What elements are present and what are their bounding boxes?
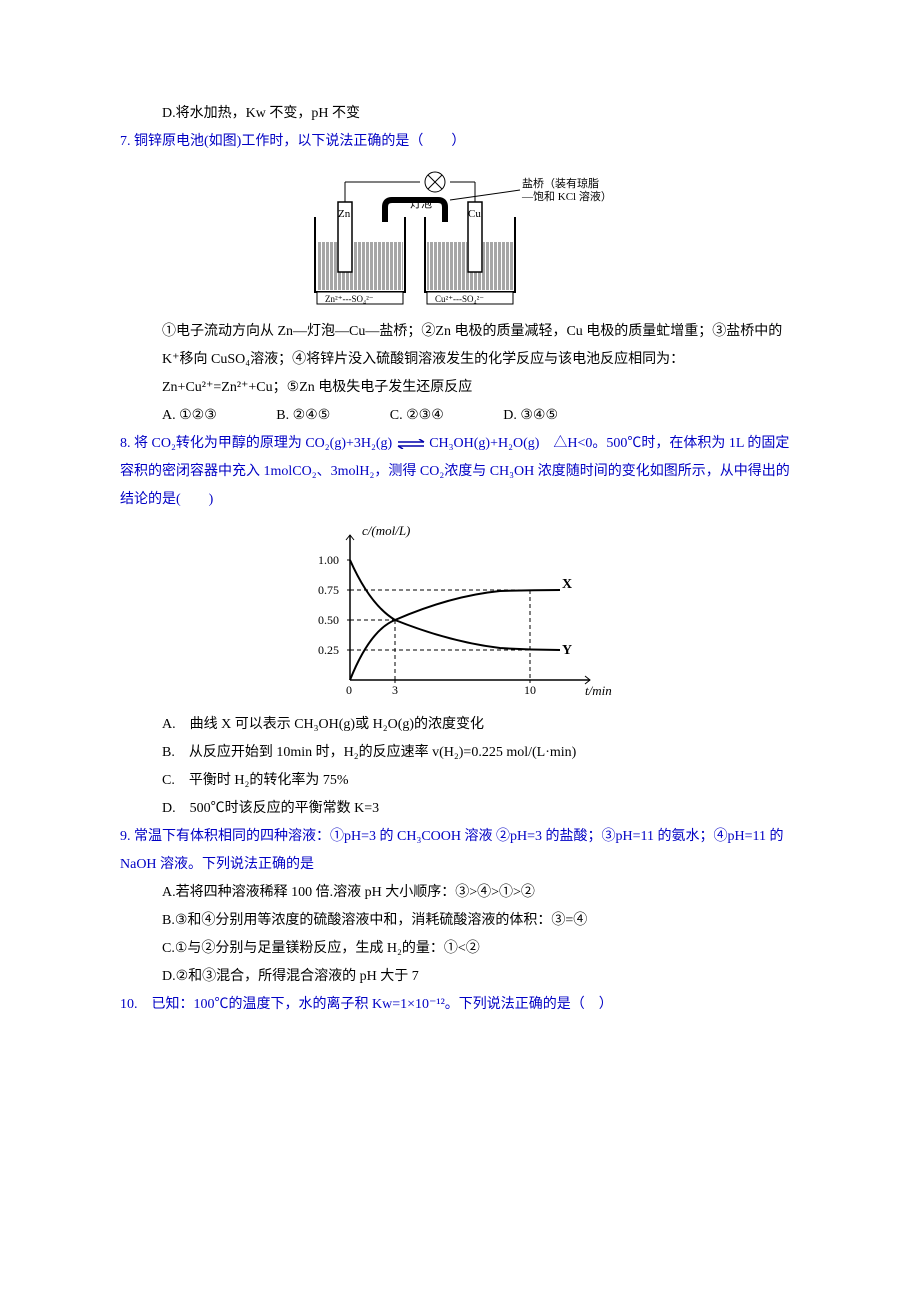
q8-b: B. 从反应开始到 10min 时，H₂的反应速率 v(H₂)=0.225 mo… bbox=[120, 739, 800, 767]
fig-left-sol: Zn²⁺---SO₄²⁻ bbox=[325, 294, 374, 304]
q10-stem: 10. 已知：100℃的温度下，水的离子积 Kw=1×10⁻¹²。下列说法正确的… bbox=[120, 991, 800, 1019]
q7-body: ①电子流动方向从 Zn—灯泡—Cu—盐桥；②Zn 电极的质量减轻，Cu 电极的质… bbox=[120, 318, 800, 402]
ytick-0: 0.25 bbox=[318, 643, 339, 657]
q7-a: A. ①②③ bbox=[162, 402, 217, 430]
q8-d: D. 500℃时该反应的平衡常数 K=3 bbox=[120, 795, 800, 823]
ytick-3: 1.00 bbox=[318, 553, 339, 567]
ytick-2: 0.75 bbox=[318, 583, 339, 597]
fig-right-sol: Cu²⁺---SO₄²⁻ bbox=[435, 294, 484, 304]
q9-b: B.③和④分别用等浓度的硫酸溶液中和，消耗硫酸溶液的体积：③=④ bbox=[120, 907, 800, 935]
series-x-label: X bbox=[562, 577, 572, 592]
q8-stem: 8. 将 CO₂转化为甲醇的原理为 CO₂(g)+3H₂(g) CH₃OH(g)… bbox=[120, 430, 800, 514]
q9-c: C.①与②分别与足量镁粉反应，生成 H₂的量：①<② bbox=[120, 935, 800, 963]
q8-stem-1: 8. 将 CO₂转化为甲醇的原理为 CO₂(g)+3H₂(g) bbox=[120, 436, 396, 451]
q7-b: B. ②④⑤ bbox=[276, 402, 330, 430]
q8-chart: c/(mol/L) t/min 0.25 0.50 0.75 1.00 0 3 … bbox=[120, 520, 800, 705]
xtick-1: 3 bbox=[392, 683, 398, 697]
fig-bridge-2: —饱和 KCl 溶液） bbox=[521, 189, 612, 203]
q9-stem: 9. 常温下有体积相同的四种溶液：①pH=3 的 CH₃COOH 溶液 ②pH=… bbox=[120, 823, 800, 879]
series-y-label: Y bbox=[562, 643, 572, 658]
q8-c: C. 平衡时 H₂的转化率为 75% bbox=[120, 767, 800, 795]
q9-a: A.若将四种溶液稀释 100 倍.溶液 pH 大小顺序：③>④>①>② bbox=[120, 879, 800, 907]
xtick-0: 0 bbox=[346, 683, 352, 697]
chart-ylabel: c/(mol/L) bbox=[362, 523, 410, 538]
chart-xlabel: t/min bbox=[585, 683, 612, 698]
fig-cu: Cu bbox=[468, 208, 481, 220]
fig-bridge-1: 盐桥（装有琼脂 bbox=[522, 176, 599, 190]
q7-c: C. ②③④ bbox=[390, 402, 444, 430]
q7-stem: 7. 铜锌原电池(如图)工作时，以下说法正确的是（ ） bbox=[120, 128, 800, 156]
ytick-1: 0.50 bbox=[318, 613, 339, 627]
q7-choices: A. ①②③ B. ②④⑤ C. ②③④ D. ③④⑤ bbox=[120, 402, 800, 430]
xtick-2: 10 bbox=[524, 683, 536, 697]
q6-option-d: D.将水加热，Kw 不变，pH 不变 bbox=[120, 100, 800, 128]
q8-a: A. 曲线 X 可以表示 CH₃OH(g)或 H₂O(g)的浓度变化 bbox=[120, 711, 800, 739]
fig-zn: Zn bbox=[338, 208, 351, 220]
q9-d: D.②和③混合，所得混合溶液的 pH 大于 7 bbox=[120, 963, 800, 991]
q7-d: D. ③④⑤ bbox=[503, 402, 558, 430]
q7-figure: 灯泡 盐桥（装有琼脂 —饱和 KCl 溶液） Zn Zn²⁺---SO₄²⁻ C… bbox=[120, 162, 800, 312]
equilibrium-arrow-icon bbox=[396, 439, 426, 449]
